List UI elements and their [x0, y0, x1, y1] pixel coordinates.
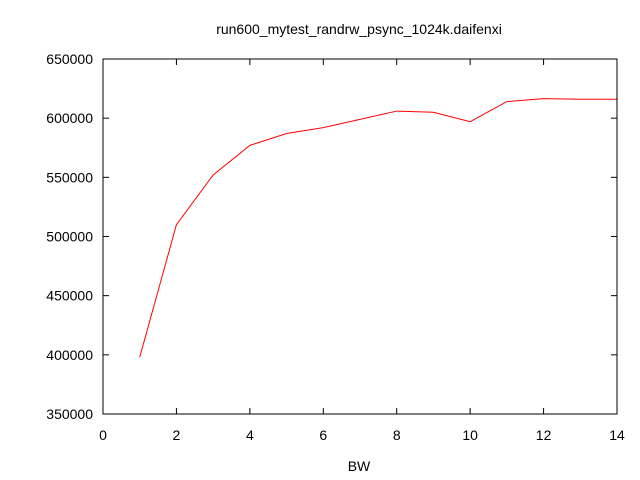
- y-tick-label: 550000: [46, 169, 93, 185]
- x-tick-label: 12: [536, 427, 552, 443]
- x-tick-label: 2: [173, 427, 181, 443]
- plot-frame: [102, 58, 618, 415]
- x-tick-label: 14: [609, 427, 625, 443]
- x-axis-label: BW: [348, 458, 371, 474]
- y-tick-label: 500000: [46, 229, 93, 245]
- chart-title: run600_mytest_randrw_psync_1024k.daifenx…: [216, 21, 502, 37]
- x-tick-label: 10: [462, 427, 478, 443]
- y-tick-label: 400000: [46, 347, 93, 363]
- y-tick-label: 450000: [46, 288, 93, 304]
- series-line: [139, 98, 617, 358]
- y-axis-ticks: 350000 400000 450000 500000 550000 600000 6500…: [46, 51, 617, 422]
- x-tick-label: 4: [246, 427, 254, 443]
- y-tick-label: 650000: [46, 51, 93, 67]
- y-tick-label: 350000: [46, 406, 93, 422]
- x-tick-label: 6: [319, 427, 327, 443]
- x-tick-label: 8: [393, 427, 401, 443]
- x-tick-label: 0: [99, 427, 107, 443]
- y-tick-label: 600000: [46, 110, 93, 126]
